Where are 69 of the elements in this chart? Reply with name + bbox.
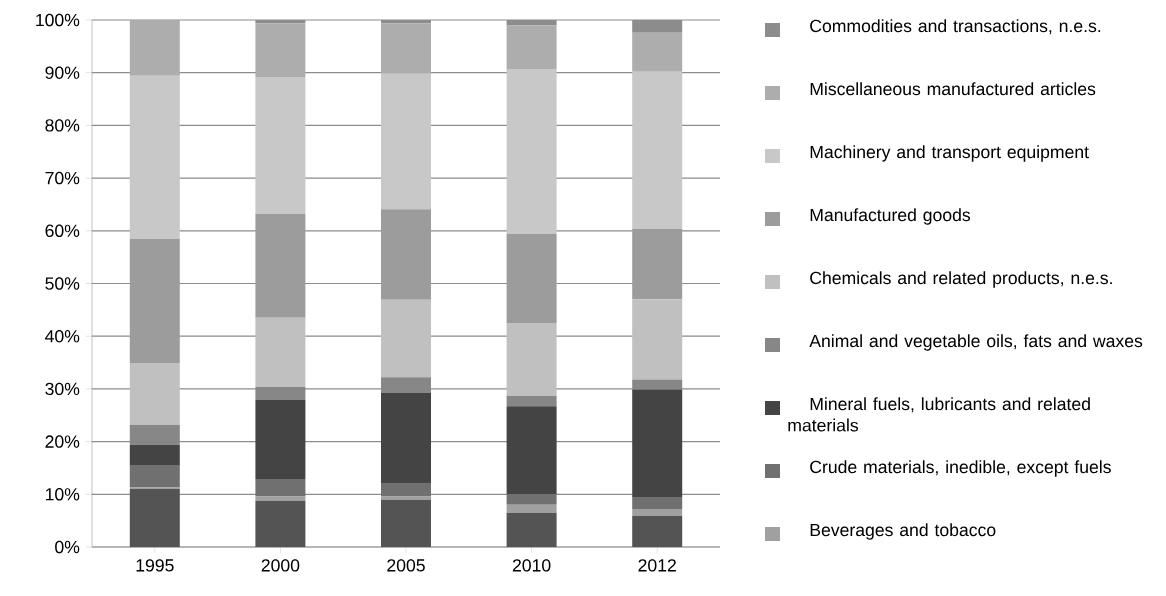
bar	[381, 393, 431, 484]
legend-label: Crude materials, inedible, except fuels	[810, 460, 1111, 477]
bar	[129, 75, 180, 239]
y-tick-label: 70%	[45, 171, 80, 185]
bar	[381, 483, 431, 497]
bar	[632, 379, 683, 390]
bar	[255, 479, 306, 497]
legend-label: Commodities and transactions, n.e.s.	[810, 19, 1101, 35]
bar	[129, 238, 180, 364]
bar	[255, 386, 306, 400]
bar	[632, 32, 683, 72]
bar	[632, 496, 683, 510]
bar	[129, 465, 180, 488]
bar	[506, 233, 557, 324]
bar	[381, 496, 431, 501]
y-tick-label: 10%	[45, 488, 80, 501]
bar	[129, 424, 180, 445]
bar	[129, 19, 180, 76]
bar	[506, 69, 557, 234]
bar	[632, 71, 683, 229]
y-tick-label: 20%	[45, 435, 80, 448]
x-tick-label: 2000	[261, 559, 300, 572]
bar	[381, 500, 431, 547]
bar	[506, 494, 557, 505]
y-tick-label: 0%	[55, 540, 80, 554]
legend-label: Miscellaneous manufactured articles	[810, 82, 1096, 96]
bar	[632, 228, 683, 300]
bar	[506, 395, 557, 407]
x-tick-label: 2012	[638, 559, 676, 572]
legend-label: Mineral fuels, lubricants and related materials	[788, 397, 1090, 432]
bar	[255, 496, 306, 501]
x-tick-label: 2010	[512, 559, 551, 572]
bar	[129, 444, 180, 466]
bar	[255, 317, 306, 387]
y-tick-label: 90%	[45, 66, 80, 79]
legend-label: Chemicals and related products, n.e.s.	[810, 271, 1112, 288]
bar	[255, 76, 306, 214]
bar	[255, 23, 306, 77]
x-tick-label: 1995	[136, 559, 174, 572]
x-tick-label: 2005	[387, 559, 425, 572]
bar	[255, 500, 306, 547]
y-tick-label: 40%	[45, 329, 80, 343]
y-tick-label: 100%	[36, 13, 80, 27]
bar	[632, 389, 683, 497]
legend-label: Machinery and transport equipment	[810, 145, 1089, 162]
bar	[632, 509, 683, 516]
bar	[129, 363, 180, 425]
bar	[381, 299, 431, 378]
bar	[632, 515, 683, 547]
bar	[381, 73, 431, 210]
bar	[506, 323, 557, 396]
y-tick-label: 60%	[45, 224, 80, 238]
bar	[381, 209, 431, 300]
bar	[129, 489, 180, 547]
legend-label: Beverages and tobacco	[810, 523, 996, 540]
bar	[381, 377, 431, 394]
bar	[255, 213, 306, 318]
bar	[506, 512, 557, 547]
legend-label: Animal and vegetable oils, fats and waxes	[809, 334, 1143, 351]
bar	[632, 299, 683, 380]
bar	[506, 25, 557, 69]
bar	[255, 399, 306, 480]
y-tick-label: 30%	[45, 382, 80, 396]
bar	[381, 23, 431, 74]
bar	[506, 504, 557, 513]
bar	[506, 406, 557, 495]
y-tick-label: 50%	[45, 277, 80, 290]
legend-label: Manufactured goods	[810, 208, 971, 225]
y-tick-label: 80%	[45, 119, 80, 132]
